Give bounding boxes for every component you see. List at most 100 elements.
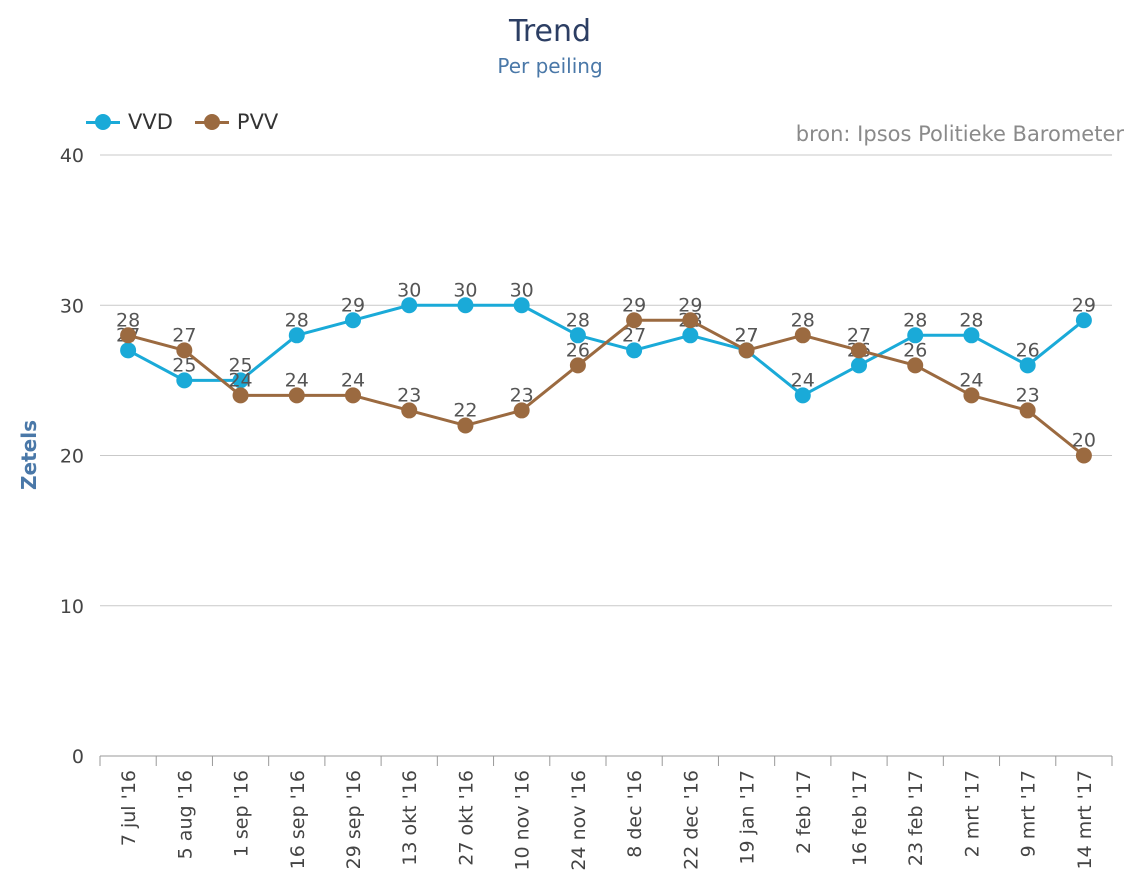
legend-swatch-pvv: [194, 110, 229, 134]
legend-label-pvv: PVV: [236, 110, 279, 134]
data-point-pvv: [1075, 447, 1092, 464]
data-point-pvv: [963, 387, 980, 404]
data-point-vvd: [513, 297, 530, 314]
data-point-pvv: [401, 402, 418, 419]
data-label-pvv: 22: [453, 399, 477, 421]
data-label-pvv: 23: [510, 384, 534, 406]
x-axis: 7 jul '16 5 aug '16 1 sep '16 16 sep '16 29 …: [99, 756, 1113, 871]
data-point-pvv: [513, 402, 530, 419]
y-axis: 0 10 20 30 40: [60, 145, 84, 768]
data-label-vvd: 28: [285, 309, 309, 331]
x-tick-label: 1 sep '16: [231, 770, 253, 857]
series-layer: 2725252829303030282728272426282826292827…: [116, 279, 1096, 464]
x-tick-label: 16 sep '16: [287, 770, 309, 869]
x-tick-label: 2 feb '17: [793, 770, 815, 854]
data-label-pvv: 29: [678, 294, 702, 316]
data-label-pvv: 28: [791, 309, 815, 331]
data-point-vvd: [569, 327, 586, 344]
data-label-vvd: 27: [734, 324, 758, 346]
data-point-vvd: [401, 297, 418, 314]
data-label-pvv: 24: [228, 369, 252, 391]
data-point-vvd: [963, 327, 980, 344]
x-tick-label: 9 mrt '17: [1018, 770, 1040, 857]
data-label-vvd: 25: [172, 354, 196, 376]
data-label-pvv: 27: [847, 324, 871, 346]
data-label-pvv: 29: [622, 294, 646, 316]
legend: VVD PVV: [86, 110, 278, 134]
data-point-pvv: [851, 342, 867, 359]
x-tick-label: 19 jan '17: [737, 770, 759, 865]
data-label-pvv: 26: [903, 339, 927, 361]
data-point-pvv: [738, 342, 755, 359]
data-point-vvd: [288, 327, 305, 344]
x-tick-label: 23 feb '17: [905, 770, 927, 866]
data-point-pvv: [288, 387, 305, 404]
y-tick-label: 30: [60, 295, 84, 317]
data-point-pvv: [1019, 402, 1036, 419]
data-point-vvd: [176, 372, 193, 389]
data-label-vvd: 28: [959, 309, 983, 331]
x-tick-label: 22 dec '16: [680, 770, 702, 870]
data-label-vvd: 30: [397, 279, 421, 301]
data-point-pvv: [794, 327, 811, 344]
data-point-pvv: [457, 417, 474, 434]
legend-swatch-vvd: [86, 110, 120, 134]
x-tick-label: 2 mrt '17: [961, 770, 983, 857]
data-point-vvd: [120, 342, 137, 359]
data-point-pvv: [626, 312, 643, 329]
data-label-vvd: 29: [1072, 294, 1096, 316]
chart-title: Trend: [508, 14, 592, 49]
x-tick-label: 5 aug '16: [174, 770, 196, 859]
x-tick-label: 27 okt '16: [455, 770, 477, 866]
x-tick-label: 10 nov '16: [512, 770, 534, 871]
data-label-pvv: 24: [285, 369, 309, 391]
data-point-vvd: [1075, 312, 1092, 329]
data-point-vvd: [457, 297, 474, 314]
data-label-pvv: 23: [397, 384, 421, 406]
series-line-vvd: [127, 303, 1085, 397]
y-tick-label: 40: [60, 145, 84, 167]
data-label-pvv: 24: [959, 369, 983, 391]
source-credit: bron: Ipsos Politieke Barometer: [795, 122, 1124, 146]
y-axis-title: Zetels: [17, 420, 41, 490]
data-label-vvd: 24: [791, 369, 815, 391]
x-tick-label: 24 nov '16: [568, 770, 590, 871]
x-tick-label: 29 sep '16: [343, 770, 365, 869]
data-point-vvd: [345, 312, 361, 329]
data-point-pvv: [682, 312, 699, 329]
chart-subtitle: Per peiling: [497, 54, 603, 78]
y-tick-label: 10: [60, 596, 84, 618]
data-label-vvd: 30: [453, 279, 477, 301]
data-label-vvd: 27: [622, 324, 646, 346]
data-label-pvv: 24: [341, 369, 365, 391]
data-label-pvv: 28: [116, 309, 140, 331]
x-tick-label: 8 dec '16: [624, 770, 646, 858]
data-label-pvv: 26: [566, 339, 590, 361]
data-label-pvv: 27: [172, 324, 196, 346]
legend-label-vvd: VVD: [128, 110, 173, 134]
series-pvv: 28 27 24 24 24 23 22 23 26 29 29 27 28 27 26 24 23 20: [116, 294, 1096, 464]
x-tick-label: 7 jul '16: [118, 770, 140, 846]
data-point-pvv: [176, 342, 193, 359]
legend-item-pvv[interactable]: PVV: [194, 110, 279, 134]
data-point-vvd: [1019, 357, 1036, 374]
data-label-pvv: 23: [1016, 384, 1040, 406]
series-line-pvv: [127, 318, 1085, 457]
data-label-vvd: 28: [566, 309, 590, 331]
data-label-vvd: 30: [510, 279, 534, 301]
data-point-vvd: [907, 327, 924, 344]
data-point-vvd: [626, 342, 643, 359]
data-label-pvv: 27: [734, 324, 758, 346]
x-tick-label: 13 okt '16: [399, 770, 421, 866]
data-point-vvd: [851, 357, 867, 374]
x-tick-label: 16 feb '17: [849, 770, 871, 866]
y-tick-label: 0: [72, 746, 84, 768]
series-vvd: 27 25 25 28 29 30 30 30 28 27 28 27 24 26 28 28 26 29: [116, 279, 1096, 404]
data-label-vvd: 29: [341, 294, 365, 316]
y-tick-label: 20: [60, 446, 84, 468]
legend-item-vvd[interactable]: VVD: [86, 110, 173, 134]
data-point-vvd: [682, 327, 699, 344]
grid-lines: [100, 154, 1112, 757]
x-tick-label: 14 mrt '17: [1074, 770, 1096, 869]
